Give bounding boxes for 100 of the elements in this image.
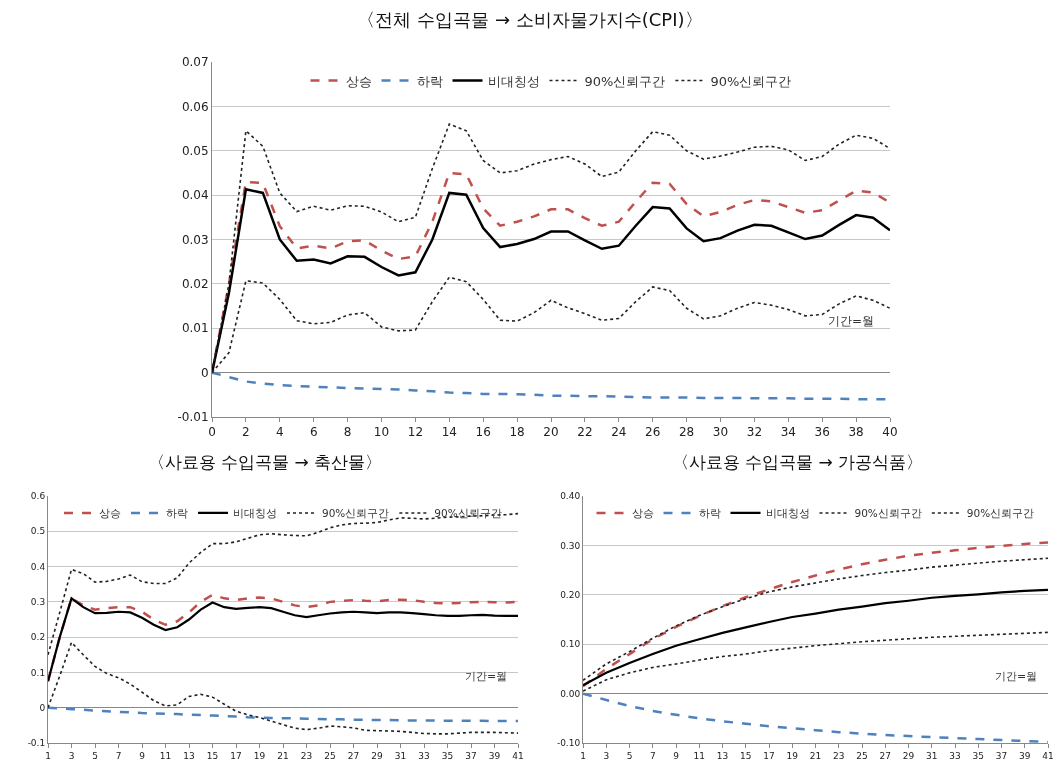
legend-label: 비대칭성 (487, 73, 540, 89)
y-tick-label: 0.6 (30, 491, 46, 502)
legend-label: 상승 (345, 73, 372, 89)
x-tick-label: 40 (882, 425, 898, 440)
x-tick-label: 27 (879, 750, 891, 761)
y-tick-label: 0.01 (181, 321, 209, 336)
legend-label: 90%신뢰구간 (322, 507, 390, 520)
legend-label: 상승 (99, 507, 121, 520)
x-tick-label: 25 (324, 750, 336, 761)
x-tick-label: 4 (275, 425, 284, 440)
chart-title: 〈전체 수입곡물 → 소비자물가지수(CPI)〉 (357, 8, 703, 30)
x-tick-label: 31 (394, 750, 407, 761)
legend-label: 비대칭성 (233, 507, 277, 520)
y-tick-label: 0.30 (560, 540, 581, 551)
x-tick-label: 2 (242, 425, 250, 440)
y-tick-label: -0.01 (177, 410, 209, 425)
x-tick-label: 25 (856, 750, 868, 761)
x-tick-label: 29 (902, 750, 915, 761)
line-series (583, 631, 1048, 692)
y-tick-label: 0.05 (181, 143, 209, 158)
legend-label: 하락 (698, 507, 721, 520)
x-tick-label: 5 (92, 750, 98, 761)
x-tick-label: 14 (441, 425, 457, 440)
y-tick-label: 0.03 (181, 232, 209, 247)
x-tick-label: 15 (740, 750, 752, 761)
x-tick-label: 11 (693, 750, 705, 761)
y-tick-label: 0.02 (181, 277, 209, 292)
chart-title: 〈사료용 수입곡물 → 가공식품〉 (671, 451, 924, 472)
y-tick-label: 0.5 (30, 526, 46, 537)
x-tick-label: 33 (949, 750, 961, 761)
annotation: 기간=월 (828, 314, 875, 328)
x-tick-label: 17 (763, 750, 775, 761)
x-tick-label: 21 (277, 750, 289, 761)
x-tick-label: 24 (611, 425, 627, 440)
legend-label: 90%신뢰구간 (854, 507, 922, 520)
x-tick-label: 21 (809, 750, 822, 761)
x-tick-label: 17 (230, 750, 242, 761)
x-tick-label: 11 (159, 750, 172, 761)
x-tick-label: 5 (626, 750, 633, 761)
x-tick-label: 6 (309, 425, 318, 440)
legend-label: 90%신뢰구간 (710, 73, 792, 89)
legend-label: 비대칭성 (765, 507, 810, 520)
x-tick-label: 26 (645, 425, 661, 440)
y-tick-label: 0.06 (181, 99, 209, 114)
x-tick-label: 39 (1019, 750, 1031, 761)
x-tick-label: 12 (407, 425, 424, 440)
x-tick-label: 9 (139, 750, 146, 761)
y-tick-label: 0.40 (560, 491, 581, 502)
x-tick-label: 27 (347, 750, 360, 761)
x-tick-label: 19 (786, 750, 799, 761)
x-tick-label: 7 (649, 750, 656, 761)
x-tick-label: 37 (465, 750, 477, 761)
x-tick-label: 32 (746, 425, 763, 440)
line-series (48, 641, 518, 735)
x-tick-label: 1 (45, 750, 51, 761)
legend-label: 90%신뢰구간 (434, 507, 502, 520)
legend-label: 90%신뢰구간 (584, 73, 666, 89)
x-tick-label: 28 (678, 425, 695, 440)
x-tick-label: 35 (441, 750, 454, 761)
y-tick-label: -0.1 (27, 738, 46, 749)
y-tick-label: -0.10 (556, 738, 581, 749)
x-tick-label: 18 (509, 425, 525, 440)
x-tick-label: 39 (488, 750, 501, 761)
x-tick-label: 37 (995, 750, 1008, 761)
x-tick-label: 23 (300, 750, 313, 761)
x-tick-label: 10 (373, 425, 390, 440)
x-tick-label: 15 (206, 750, 219, 761)
annotation: 기간=월 (995, 670, 1038, 683)
y-tick-label: 0 (200, 365, 209, 380)
x-tick-label: 19 (253, 750, 266, 761)
x-tick-label: 1 (580, 750, 586, 761)
x-tick-label: 29 (371, 750, 383, 761)
y-tick-label: 0.3 (30, 597, 46, 608)
x-tick-label: 3 (603, 750, 610, 761)
y-tick-label: 0.04 (181, 188, 209, 203)
y-tick-label: 0.07 (181, 55, 209, 70)
line-series (48, 706, 518, 723)
x-tick-label: 35 (972, 750, 984, 761)
y-tick-label: 0 (39, 702, 46, 713)
annotation: 기간=월 (465, 670, 508, 683)
x-tick-label: 16 (475, 425, 491, 440)
legend-label: 하락 (166, 507, 188, 520)
x-tick-label: 30 (712, 425, 729, 440)
x-tick-label: 7 (115, 750, 122, 761)
x-tick-label: 22 (577, 425, 593, 440)
x-tick-label: 38 (848, 425, 864, 440)
chart-title: 〈사료용 수입곡물 → 축산물〉 (147, 451, 383, 472)
legend-label: 상승 (631, 507, 654, 520)
x-tick-label: 41 (1042, 750, 1054, 761)
x-tick-label: 33 (418, 750, 430, 761)
x-tick-label: 3 (68, 750, 75, 761)
x-tick-label: 36 (814, 425, 830, 440)
x-tick-label: 13 (716, 750, 729, 761)
x-tick-label: 34 (780, 425, 796, 440)
x-tick-label: 20 (543, 425, 559, 440)
y-tick-label: 0.20 (560, 589, 581, 600)
x-tick-label: 31 (926, 750, 938, 761)
y-tick-label: 0.1 (30, 667, 46, 678)
y-tick-label: 0.2 (30, 632, 46, 643)
line-series (583, 588, 1048, 687)
